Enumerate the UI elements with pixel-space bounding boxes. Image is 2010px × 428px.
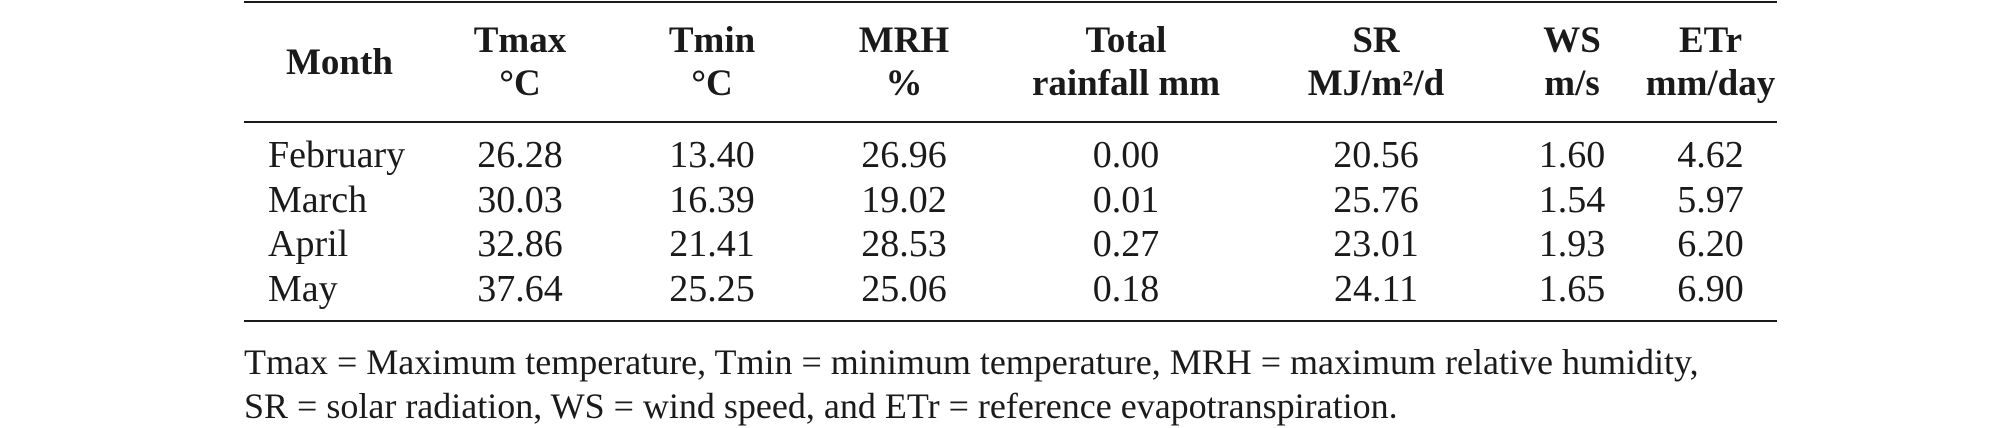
table-footnote: Tmax = Maximum temperature, Tmin = minim… <box>244 340 1784 428</box>
table-row: May 37.64 25.25 25.06 0.18 24.11 1.65 6.… <box>244 267 1777 312</box>
table-row: March 30.03 16.39 19.02 0.01 25.76 1.54 … <box>244 178 1777 223</box>
cell-tmax: 32.86 <box>477 223 563 266</box>
table-top-rule <box>244 1 1777 3</box>
cell-ws: 1.60 <box>1538 134 1606 177</box>
cell-tmin: 25.25 <box>669 267 755 310</box>
table-body: February 26.28 13.40 26.96 0.00 20.56 1.… <box>244 123 1777 320</box>
cell-tmin: 13.40 <box>669 134 755 177</box>
header-sr: SR MJ/m²/d <box>1307 20 1445 104</box>
weather-table: Month Tmax °C Tmin °C MRH % Total rainfa… <box>244 0 1777 322</box>
cell-sr: 24.11 <box>1333 267 1419 310</box>
cell-sr: 23.01 <box>1333 223 1419 266</box>
footnote-line-2: SR = solar radiation, WS = wind speed, a… <box>244 386 1398 426</box>
cell-rainfall: 0.00 <box>1092 134 1160 177</box>
cell-tmax: 37.64 <box>477 267 563 310</box>
cell-mrh: 28.53 <box>861 223 947 266</box>
cell-month: April <box>268 223 349 266</box>
cell-mrh: 26.96 <box>861 134 947 177</box>
cell-rainfall: 0.27 <box>1092 223 1160 266</box>
cell-sr: 20.56 <box>1333 134 1419 177</box>
table-header-rule <box>244 121 1777 123</box>
table-row: April 32.86 21.41 28.53 0.27 23.01 1.93 … <box>244 222 1777 267</box>
cell-mrh: 19.02 <box>861 178 947 221</box>
cell-ws: 1.54 <box>1538 178 1606 221</box>
cell-ws: 1.93 <box>1538 223 1606 266</box>
cell-tmin: 16.39 <box>669 178 755 221</box>
cell-month: May <box>268 267 338 310</box>
cell-rainfall: 0.18 <box>1092 267 1160 310</box>
cell-etr: 6.20 <box>1677 223 1744 266</box>
table-header-row: Month Tmax °C Tmin °C MRH % Total rainfa… <box>244 3 1777 121</box>
cell-tmax: 30.03 <box>477 178 563 221</box>
cell-month: March <box>268 178 368 221</box>
header-tmax: Tmax °C <box>473 20 567 104</box>
header-total-rainfall: Total rainfall mm <box>1031 20 1221 104</box>
cell-mrh: 25.06 <box>861 267 947 310</box>
cell-tmax: 26.28 <box>477 134 563 177</box>
cell-month: February <box>268 134 406 177</box>
header-ws: WS m/s <box>1543 20 1601 104</box>
cell-etr: 4.62 <box>1677 134 1744 177</box>
cell-etr: 5.97 <box>1677 178 1744 221</box>
header-month: Month <box>286 41 393 83</box>
table-row: February 26.28 13.40 26.96 0.00 20.56 1.… <box>244 133 1777 178</box>
footnote-line-1: Tmax = Maximum temperature, Tmin = minim… <box>244 342 1699 382</box>
cell-etr: 6.90 <box>1677 267 1744 310</box>
cell-sr: 25.76 <box>1333 178 1419 221</box>
header-mrh: MRH % <box>858 20 950 104</box>
header-tmin: Tmin °C <box>668 20 756 104</box>
header-etr: ETr mm/day <box>1645 20 1776 104</box>
table-bottom-rule <box>244 320 1777 322</box>
cell-rainfall: 0.01 <box>1092 178 1160 221</box>
cell-tmin: 21.41 <box>669 223 755 266</box>
cell-ws: 1.65 <box>1538 267 1606 310</box>
